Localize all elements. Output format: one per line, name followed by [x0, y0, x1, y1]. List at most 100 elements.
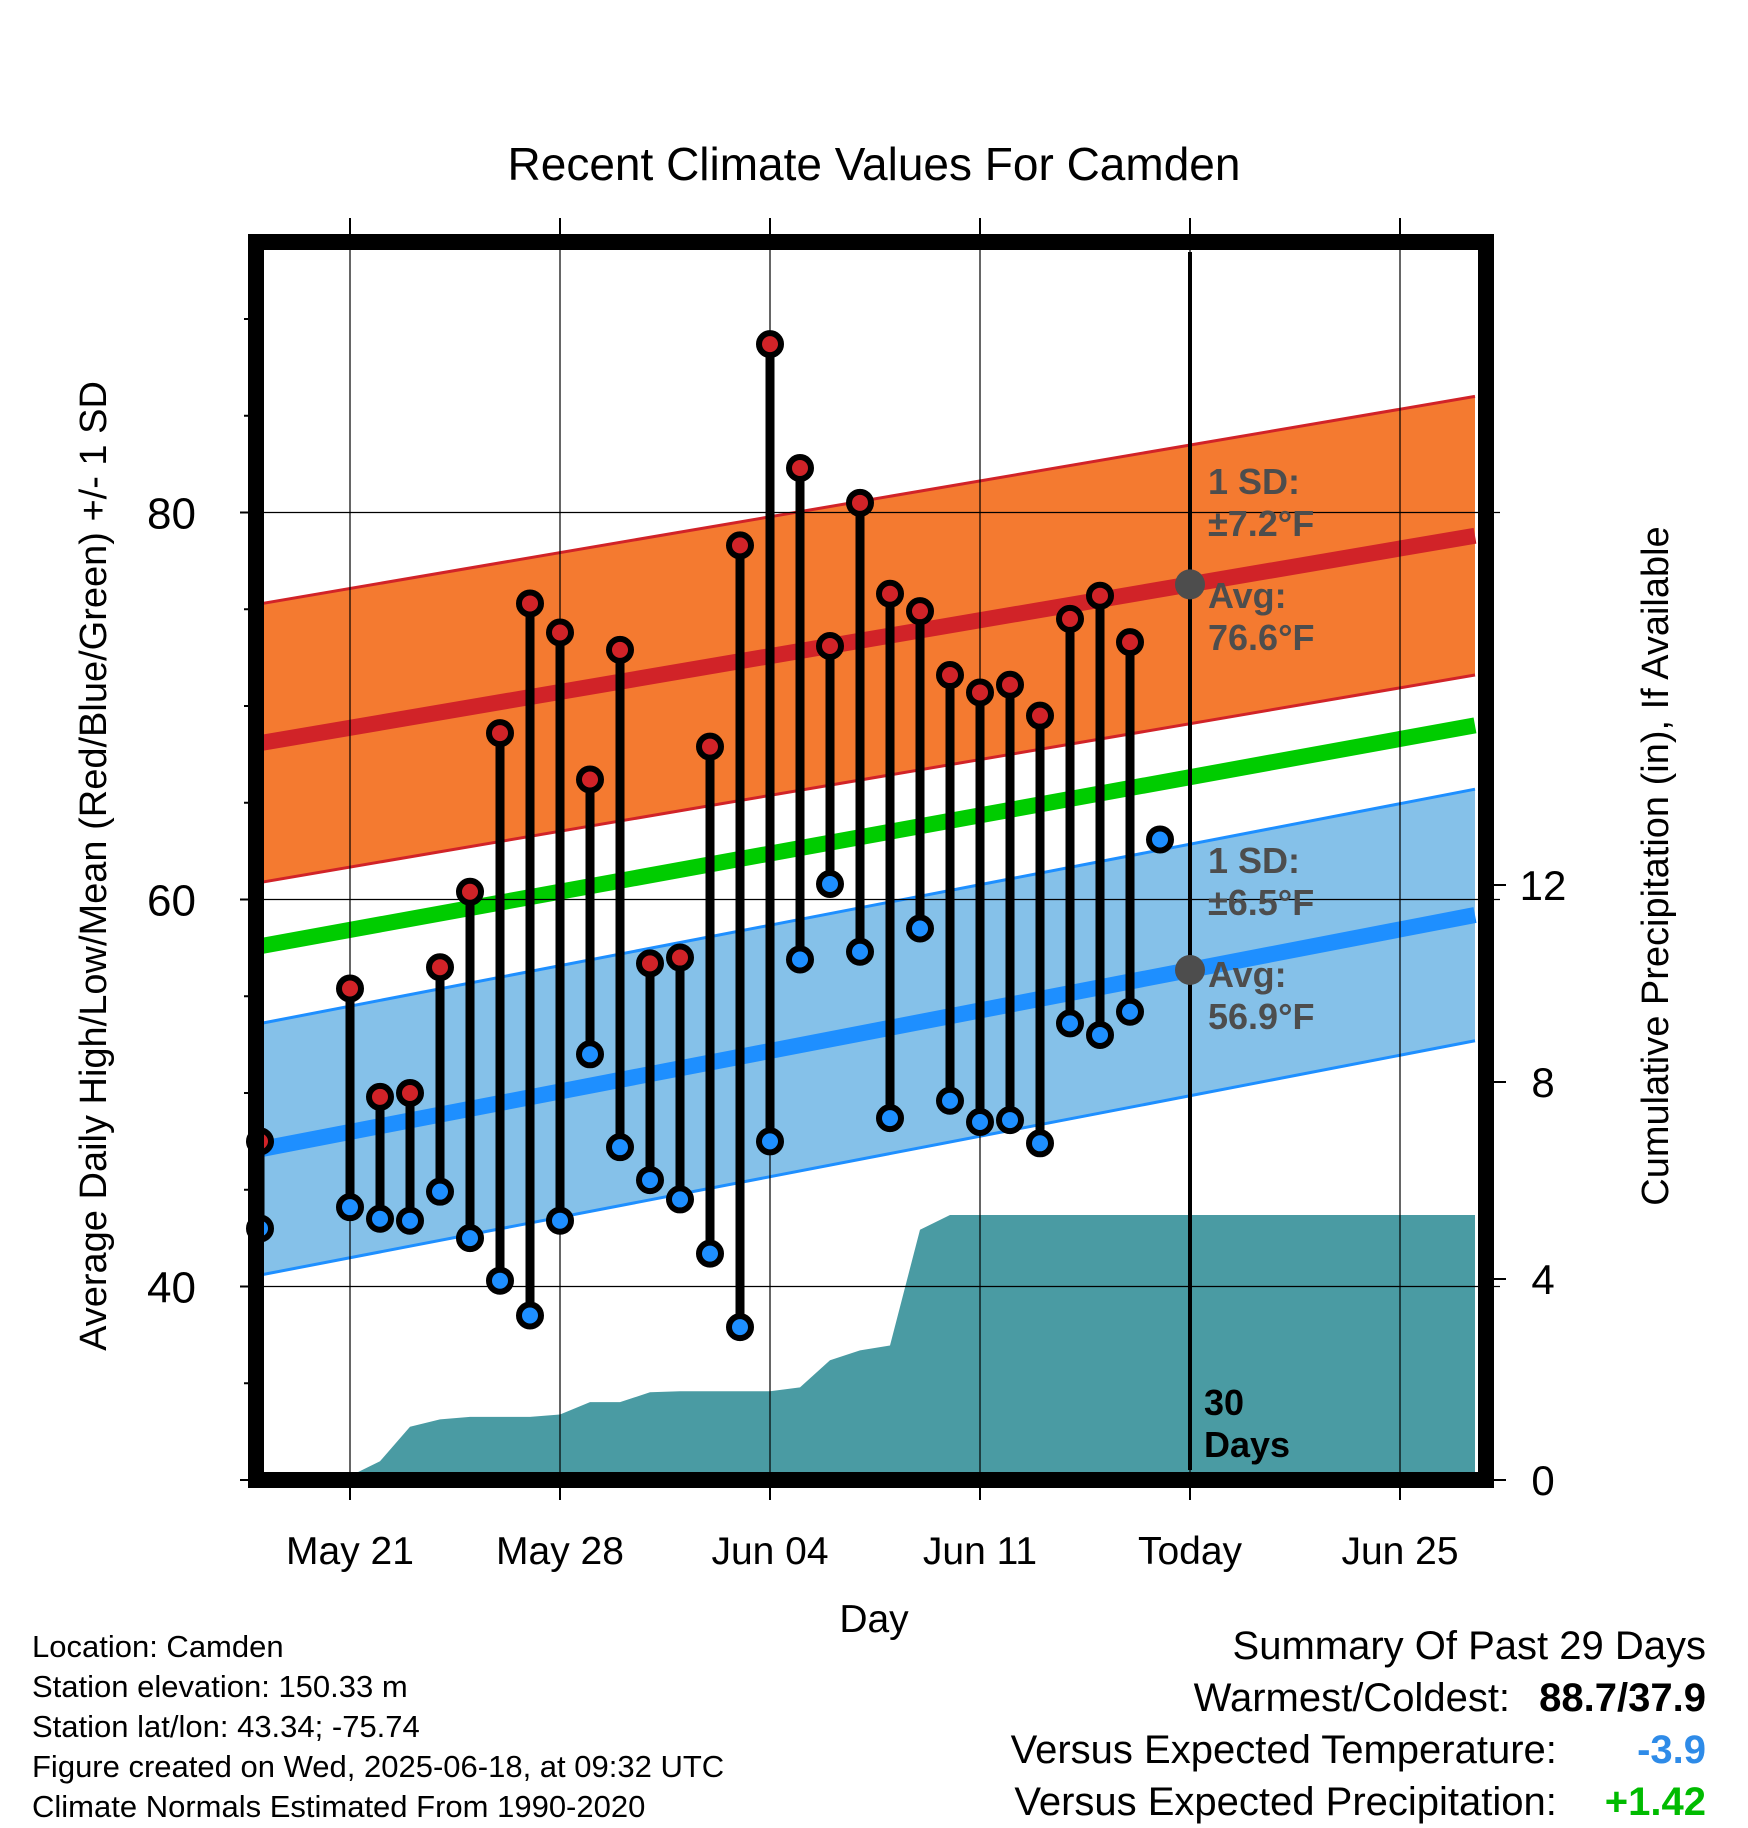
low-point: [486, 1266, 514, 1295]
low-point: [846, 937, 874, 966]
low-point: [576, 1040, 604, 1069]
low-point: [1056, 1009, 1084, 1038]
high-point: [636, 949, 664, 978]
today-low-average-dot: [1175, 954, 1205, 985]
right-tick-label: 0: [1531, 1457, 1554, 1504]
high-point: [1056, 604, 1084, 633]
plot-frame: [248, 234, 1494, 1488]
high-point: [756, 330, 784, 359]
days-unit-label: Days: [1204, 1424, 1290, 1465]
high-point: [786, 453, 814, 482]
summary-warm-cold-label: Warmest/Coldest:: [1193, 1676, 1511, 1720]
summary-warm-cold: Warmest/Coldest: 88.7/37.9: [1011, 1672, 1706, 1724]
right-tick-label: 4: [1531, 1256, 1554, 1303]
x-tick-label: Today: [1138, 1530, 1243, 1573]
low-point: [666, 1185, 694, 1214]
days-count-label: 30: [1204, 1382, 1244, 1423]
high-avg-value: 76.6°F: [1208, 617, 1314, 658]
today-high-average-dot: [1175, 569, 1205, 600]
low-sd-label: 1 SD:: [1208, 840, 1300, 881]
low-point: [636, 1166, 664, 1195]
low-point: [726, 1313, 754, 1342]
low-point: [936, 1086, 964, 1115]
high-point: [936, 661, 964, 690]
x-tick-label: Jun 11: [923, 1530, 1037, 1573]
left-tick-label: 60: [147, 877, 196, 926]
high-point: [816, 632, 844, 661]
high-point: [876, 579, 904, 608]
high-point: [1086, 581, 1114, 610]
high-point: [1116, 628, 1144, 657]
low-sd-value: ±6.5°F: [1208, 882, 1314, 923]
high-point: [726, 531, 754, 560]
high-avg-label: Avg:: [1208, 575, 1287, 616]
summary-precip-value: +1.42: [1604, 1780, 1706, 1824]
right-tick-label: 12: [1520, 862, 1567, 909]
high-sd-value: ±7.2°F: [1208, 503, 1314, 544]
low-point: [426, 1177, 454, 1206]
high-point: [396, 1079, 424, 1107]
left-tick-label: 40: [147, 1264, 196, 1313]
x-tick-label: May 21: [286, 1530, 414, 1573]
summary-temp-value: -3.9: [1637, 1728, 1706, 1772]
info-elevation: Station elevation: 150.33 m: [32, 1669, 408, 1704]
high-point: [1026, 701, 1054, 730]
normal-low-average-line: [260, 907, 1477, 1158]
summary-precip: Versus Expected Precipitation: +1.42: [1011, 1776, 1706, 1828]
low-point: [906, 914, 934, 943]
low-point: [1146, 825, 1174, 854]
low-point: [966, 1108, 994, 1137]
summary-temp-label: Versus Expected Temperature:: [1010, 1728, 1557, 1772]
left-tick-label: 80: [147, 490, 196, 539]
low-point: [996, 1106, 1024, 1135]
high-point: [336, 974, 364, 1003]
summary-temp: Versus Expected Temperature: -3.9: [1011, 1724, 1706, 1776]
station-info: Location: Camden Station elevation: 150.…: [32, 1627, 724, 1827]
high-sd-label: 1 SD:: [1208, 461, 1300, 502]
high-point: [996, 670, 1024, 699]
low-point: [336, 1193, 364, 1222]
low-point: [546, 1206, 574, 1235]
high-point: [486, 719, 514, 748]
summary-precip-label: Versus Expected Precipitation:: [1014, 1780, 1557, 1824]
high-point: [426, 953, 454, 982]
low-point: [756, 1127, 784, 1156]
x-tick-label: May 28: [496, 1530, 624, 1573]
high-point: [516, 589, 544, 618]
y-axis-label-right: Cumulative Precipitation (in), If Availa…: [1635, 526, 1677, 1205]
high-point: [696, 732, 724, 761]
high-point: [606, 635, 634, 664]
x-axis-label: Day: [839, 1598, 909, 1641]
summary-warm-cold-value: 88.7/37.9: [1539, 1676, 1706, 1720]
low-point: [1086, 1020, 1114, 1049]
low-point: [606, 1133, 634, 1162]
low-point: [516, 1301, 544, 1330]
axes: 40 60 80 0 4 8 12 May 21 May 28 Jun 04 Jun 11 Today…: [147, 218, 1566, 1573]
high-point: [366, 1082, 394, 1111]
low-point: [456, 1224, 484, 1253]
low-point: [1026, 1129, 1054, 1158]
low-avg-value: 56.9°F: [1208, 996, 1314, 1037]
low-point: [696, 1239, 724, 1268]
x-tick-label: Jun 25: [1341, 1530, 1458, 1573]
info-latlon: Station lat/lon: 43.34; -75.74: [32, 1709, 420, 1744]
precipitation-area: [341, 1214, 1475, 1476]
summary-heading: Summary Of Past 29 Days: [1232, 1624, 1706, 1668]
high-point: [846, 488, 874, 517]
high-point: [906, 597, 934, 626]
chart-title: Recent Climate Values For Camden: [508, 138, 1241, 190]
high-point: [456, 877, 484, 906]
info-created: Figure created on Wed, 2025-06-18, at 09…: [32, 1749, 725, 1784]
low-point: [1116, 997, 1144, 1026]
high-point: [546, 618, 574, 647]
high-point: [576, 765, 604, 794]
low-point: [366, 1204, 394, 1233]
info-location: Location: Camden: [32, 1629, 284, 1664]
low-point: [396, 1206, 424, 1235]
summary-panel: Summary Of Past 29 Days Warmest/Coldest:…: [1011, 1620, 1706, 1828]
right-tick-label: 8: [1531, 1059, 1554, 1106]
high-point: [666, 943, 694, 972]
y-axis-label-left: Average Daily High/Low/Mean (Red/Blue/Gr…: [73, 381, 115, 1351]
